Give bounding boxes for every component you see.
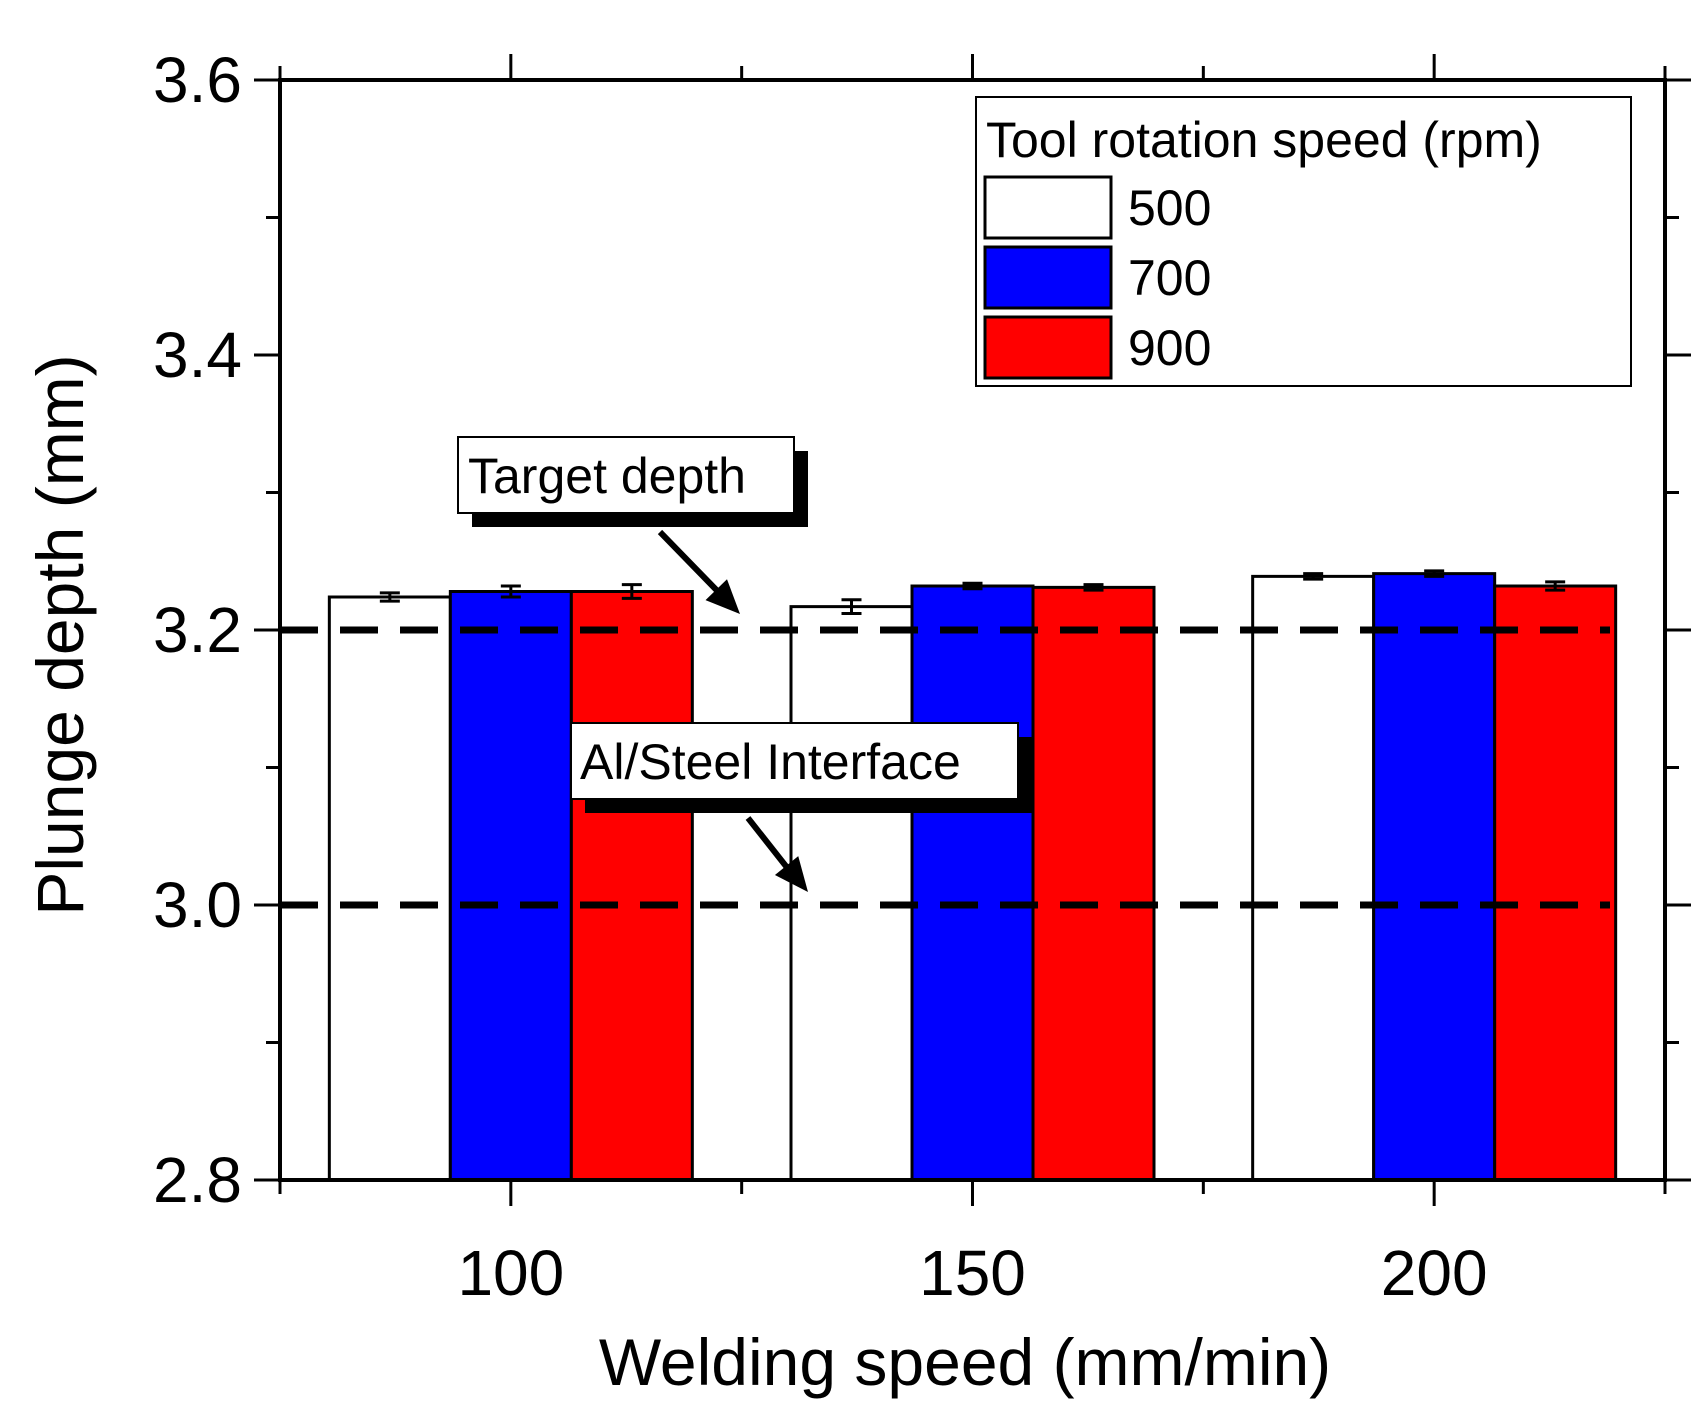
bar-900-200 bbox=[1493, 584, 1618, 1182]
bars-layer bbox=[327, 569, 1618, 1182]
x-axis-title: Welding speed (mm/min) bbox=[599, 1325, 1331, 1399]
legend-label-900: 900 bbox=[1128, 320, 1211, 376]
x-tick-label-100: 100 bbox=[457, 1237, 564, 1309]
legend-swatch-700 bbox=[983, 245, 1113, 310]
legend-title: Tool rotation speed (rpm) bbox=[986, 112, 1542, 168]
bar-900-100 bbox=[569, 590, 694, 1182]
legend-label-700: 700 bbox=[1128, 250, 1211, 306]
reference-lines-layer bbox=[280, 626, 1610, 909]
bar-500-200 bbox=[1251, 574, 1376, 1182]
y-tick-label-3.6: 3.6 bbox=[153, 44, 242, 116]
y-tick-label-3.2: 3.2 bbox=[153, 594, 242, 666]
bar-700-150 bbox=[910, 584, 1035, 1182]
y-tick-label-3.4: 3.4 bbox=[153, 319, 242, 391]
y-tick-label-3.0: 3.0 bbox=[153, 869, 242, 941]
y-axis-title: Plunge depth (mm) bbox=[23, 354, 97, 915]
annotation-arrowhead-1 bbox=[774, 856, 808, 892]
annotation-text-0: Target depth bbox=[468, 448, 746, 504]
x-tick-label-150: 150 bbox=[919, 1237, 1026, 1309]
legend-swatch-500 bbox=[983, 175, 1113, 240]
bar-700-200 bbox=[1372, 572, 1497, 1182]
bar-700-100 bbox=[448, 590, 573, 1182]
x-tick-label-200: 200 bbox=[1381, 1237, 1488, 1309]
annotation-box-0 bbox=[457, 436, 795, 514]
axes-layer: 2.8 3.0 3.2 3.4 3.6 100 150 200 bbox=[153, 44, 1691, 1309]
y-tick-label-2.8: 2.8 bbox=[153, 1144, 242, 1216]
legend-label-500: 500 bbox=[1128, 180, 1211, 236]
annotation-text-1: Al/Steel Interface bbox=[580, 734, 961, 790]
annotation-box-1 bbox=[570, 722, 1019, 800]
bar-500-150 bbox=[789, 605, 914, 1182]
legend: Tool rotation speed (rpm) 500 700 900 bbox=[975, 96, 1632, 387]
bar-900-150 bbox=[1031, 585, 1156, 1182]
annotations-layer: Target depth Al/Steel Interface bbox=[457, 436, 1032, 892]
legend-swatch-900 bbox=[983, 315, 1113, 380]
annotation-arrowhead-0 bbox=[705, 579, 740, 614]
bar-500-100 bbox=[327, 595, 452, 1182]
